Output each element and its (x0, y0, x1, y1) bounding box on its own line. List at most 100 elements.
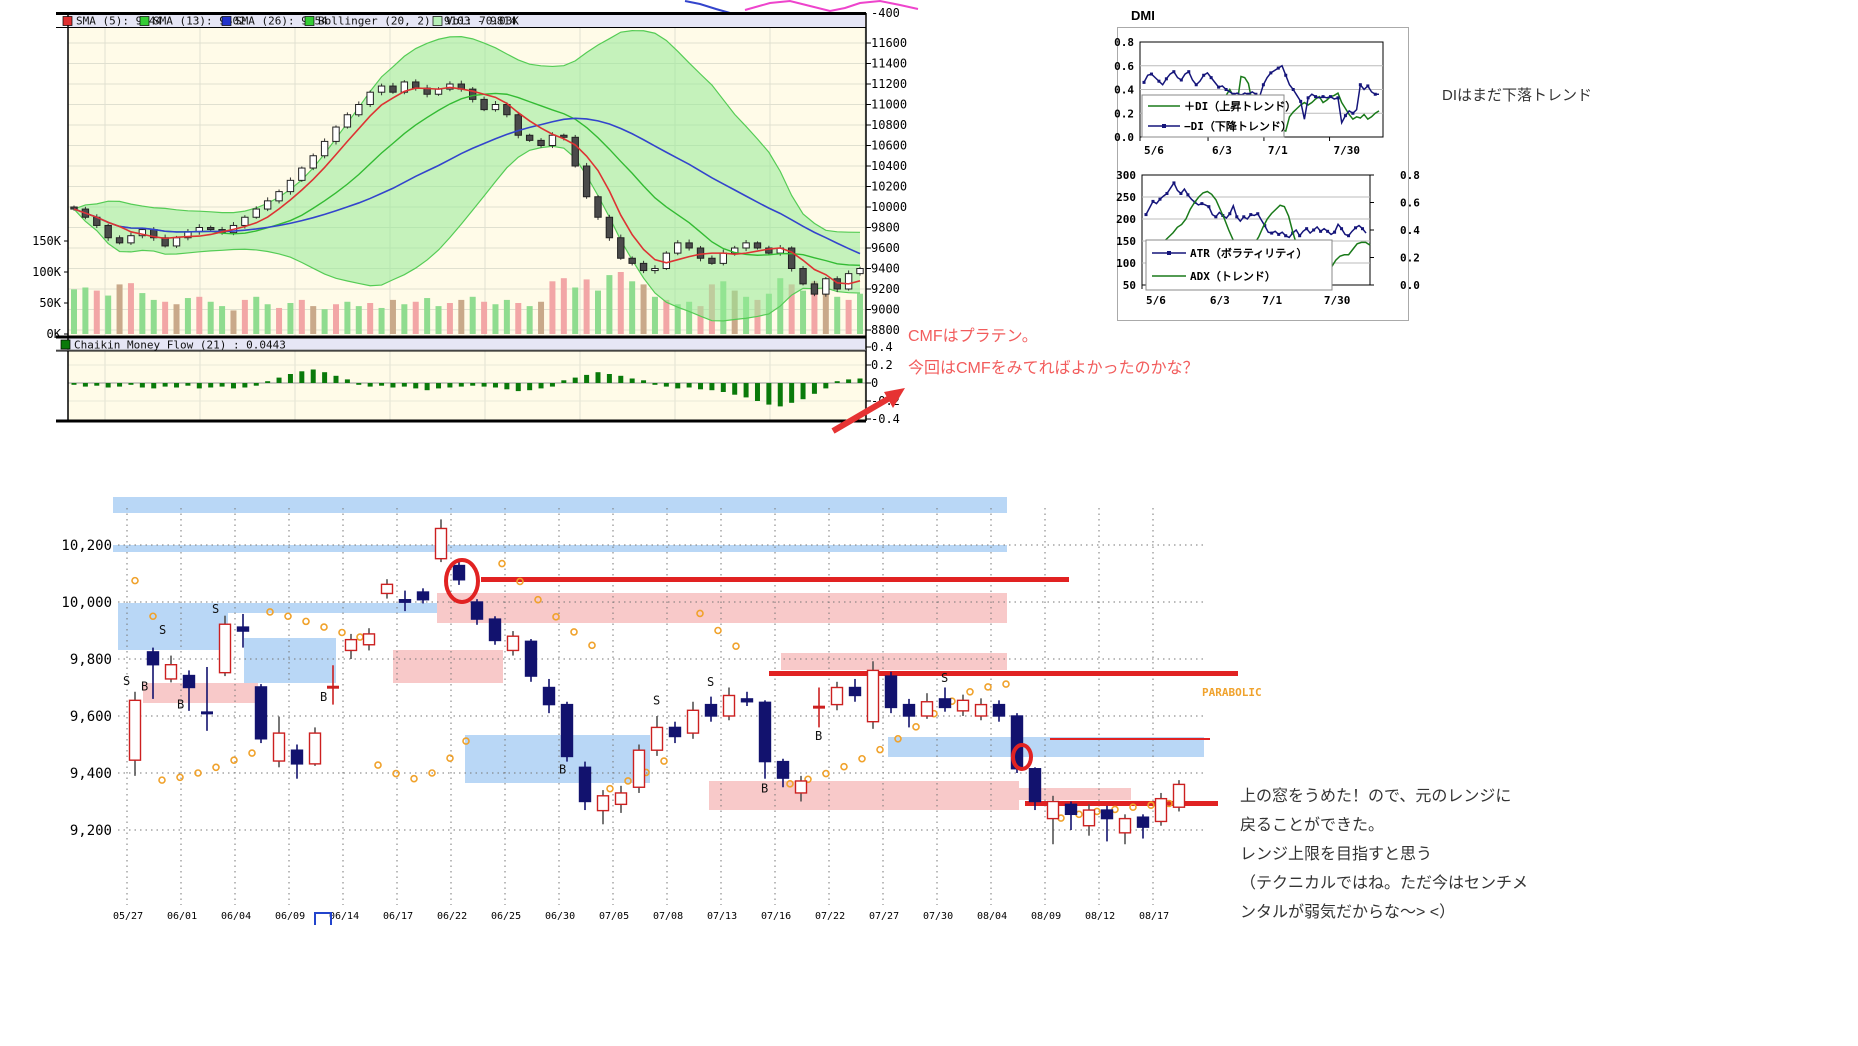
atr-marker (1186, 193, 1190, 197)
atr-marker (1151, 199, 1155, 203)
resistance-zone (228, 603, 438, 613)
candle-body (605, 216, 614, 239)
candle-body (708, 257, 716, 264)
price-axis-label: 11600 (871, 36, 907, 50)
parabolic-sar-dot (714, 626, 722, 635)
cmf-axis-label: 0.4 (871, 340, 893, 354)
candle-body (548, 134, 557, 146)
candle-body (380, 583, 394, 595)
legend-item-label: Vol: 70.03K (446, 15, 519, 28)
volume-bar (549, 281, 556, 334)
atr-legend-box (1145, 239, 1333, 291)
volume-bar (276, 307, 283, 334)
range-window-chart: 10,200 10,000 9,800 9,600 9,400 9,200 05/27 06/… (61, 497, 1262, 925)
minus-di-marker (1142, 80, 1146, 84)
date-label: 06/17 (383, 911, 413, 922)
price-axis-label: 9,600 (70, 709, 112, 725)
atr-y-label: 250 (1116, 191, 1136, 204)
atr-marker (1158, 197, 1162, 201)
candle-body (1172, 783, 1186, 808)
candle-body (416, 591, 430, 601)
cmf-bar (344, 379, 350, 383)
minus-di-marker (1217, 85, 1221, 89)
volume-bar (606, 275, 613, 334)
candle-body (639, 262, 648, 272)
candle-body (104, 224, 112, 239)
minus-di-marker (1172, 70, 1176, 74)
candle-body (1046, 800, 1060, 820)
candle-body (272, 732, 286, 762)
volume-bar (811, 281, 818, 334)
candle-body (1064, 803, 1078, 816)
candle-body (822, 278, 830, 295)
candle-body (128, 699, 142, 761)
paragraph-line: 戻ることができた。 (1240, 817, 1385, 834)
parabolic-sar-dot (462, 737, 470, 745)
candle-body (938, 698, 952, 709)
volume-bar (686, 301, 693, 334)
atr-marker (1333, 230, 1337, 234)
cmf-bar (527, 383, 533, 391)
price-axis-label: 10400 (871, 159, 907, 173)
cmf-bar (777, 383, 783, 407)
candle-body (290, 749, 304, 765)
cmf-bar (584, 374, 590, 383)
di-legend-box (1141, 94, 1285, 138)
parabolic-sar-dot (392, 769, 400, 778)
volume-bar (389, 299, 396, 334)
cmf-bar (834, 381, 840, 383)
volume-bar (595, 290, 601, 334)
candle-body (628, 257, 636, 264)
cmf-bar (811, 383, 817, 394)
di-y-label: 0.4 (1114, 84, 1134, 97)
atr-marker (1298, 234, 1302, 238)
candle-body (776, 760, 790, 779)
candle-body (398, 599, 412, 603)
date-label: 06/14 (329, 911, 359, 922)
cmf-bar (139, 383, 145, 388)
atr-x-label: 7/1 (1262, 294, 1282, 307)
support-zone (393, 650, 503, 683)
candle-body (704, 703, 718, 717)
candles (70, 79, 864, 297)
volume-bar (674, 304, 681, 334)
parabolic-sar-dot (606, 784, 614, 793)
minus-di-marker (1299, 99, 1303, 103)
blue-bracket-glyph (314, 912, 332, 925)
candle-body (524, 640, 538, 677)
bollinger-lower (73, 145, 861, 322)
candle-body (506, 635, 520, 652)
candle-body (355, 104, 363, 116)
candle-body (542, 686, 556, 706)
minus-di-marker (1329, 95, 1333, 99)
candle-body (332, 126, 340, 142)
volume-bar (82, 287, 89, 334)
candle-body (480, 98, 488, 111)
resistance-zone (118, 603, 228, 650)
parabolic-sar-dot (266, 608, 274, 616)
candle-body (662, 252, 671, 269)
parabolic-sar-dot (552, 613, 560, 621)
cmf-bar (196, 383, 202, 389)
main-daily-chart: -400 11600 11400 11200 11000 10800 10600 10400 1… (32, 0, 919, 434)
candle-body (632, 749, 646, 788)
buy-marker: B (320, 690, 327, 704)
candle-body (668, 726, 682, 738)
buy-marker: B (141, 679, 148, 693)
date-label: 08/17 (1139, 911, 1169, 922)
parabolic-sar-dot (786, 780, 794, 788)
candle-body (799, 268, 807, 285)
support-zone (143, 683, 258, 703)
cmf-bar (458, 383, 464, 387)
cmf-bar (424, 383, 430, 391)
candle-body (362, 633, 376, 646)
date-label: 06/01 (167, 911, 197, 922)
price-axis-label: 10000 (871, 200, 907, 214)
volume-bar (344, 301, 351, 334)
atr-y-label: 150 (1116, 235, 1136, 248)
atr-marker (1228, 212, 1232, 216)
parabolic-sar-dot (588, 641, 596, 650)
volume-bar (800, 290, 807, 334)
cmf-bar (94, 383, 100, 386)
cmf-bar (766, 383, 772, 405)
